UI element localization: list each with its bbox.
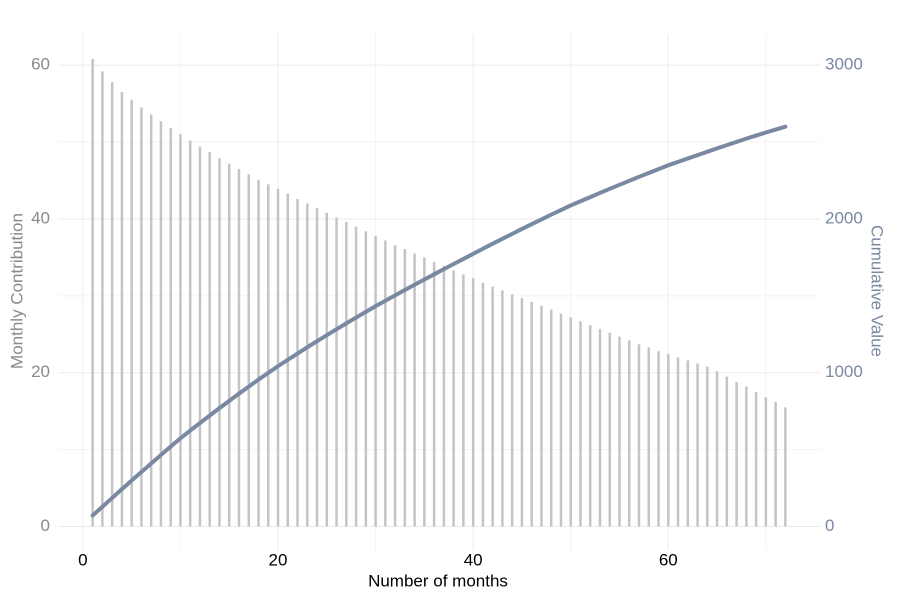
bar [764,397,768,527]
bar [325,212,329,527]
bar [149,114,153,527]
bar [91,58,94,527]
y-axis-title: Monthly Contribution [7,213,26,369]
bar [237,168,241,527]
bar [735,381,738,527]
bar [296,198,299,527]
bar [384,240,387,527]
y-tick-label: 0 [41,516,50,535]
bar [169,128,172,527]
bar [393,245,397,527]
bar [647,347,651,527]
bar [276,188,280,527]
bar [481,282,485,527]
bar [696,363,699,527]
bar [432,262,436,527]
bar [403,248,407,527]
bar [423,257,426,527]
bar [520,298,524,527]
bar [501,290,504,527]
bar [549,309,553,527]
bar [588,325,592,527]
bar [598,328,602,527]
bar [559,313,563,527]
bar [335,217,338,527]
bar [530,301,533,527]
bar [754,391,758,527]
bar [471,278,475,527]
bar [715,371,719,527]
bar [306,203,309,527]
bar [608,332,611,527]
x-tick-label: 60 [659,550,678,569]
grid [58,34,820,550]
bar [637,344,641,527]
bar [188,140,192,527]
y2-tick-label: 2000 [825,208,863,227]
bar [179,134,182,527]
line [90,124,788,518]
bar [579,321,582,527]
x-tick-label: 20 [269,550,288,569]
bar [540,305,543,527]
bar [345,222,348,527]
bar [784,407,787,527]
bar [618,336,621,527]
bar [676,357,680,527]
bar [706,366,709,527]
bar [657,351,660,527]
bar [267,184,270,527]
bar [257,179,260,527]
bar [140,107,143,527]
bar [159,121,163,527]
bar [510,294,514,527]
bar [364,231,368,527]
bar [315,208,319,527]
bar [462,274,465,527]
bar [452,270,455,527]
bar [247,174,250,527]
bar [120,92,124,527]
bar [101,71,104,527]
bar [686,360,690,527]
bar [374,235,377,527]
bar [227,163,231,527]
bar [130,99,133,527]
x-tick-label: 0 [78,550,87,569]
bar [491,286,494,527]
bar [667,354,670,527]
bar [569,317,572,527]
bar [442,265,446,527]
y-tick-label: 40 [31,208,50,227]
y-tick-label: 60 [31,55,50,74]
y2-tick-label: 1000 [825,362,863,381]
x-axis-title: Number of months [368,571,508,590]
bar [725,376,729,527]
bar [218,158,221,527]
bar [208,152,211,527]
x-tick-label: 40 [464,550,483,569]
y2-tick-label: 3000 [825,55,863,74]
bar [198,146,202,527]
bar [628,340,631,527]
bar [354,226,358,527]
bar [745,386,748,527]
y2-axis-title: Cumulative Value [868,225,887,357]
bar [413,253,416,527]
bar [774,401,777,527]
marks [90,58,788,527]
y2-tick-label: 0 [825,516,834,535]
bar [110,82,114,527]
y-tick-label: 20 [31,362,50,381]
